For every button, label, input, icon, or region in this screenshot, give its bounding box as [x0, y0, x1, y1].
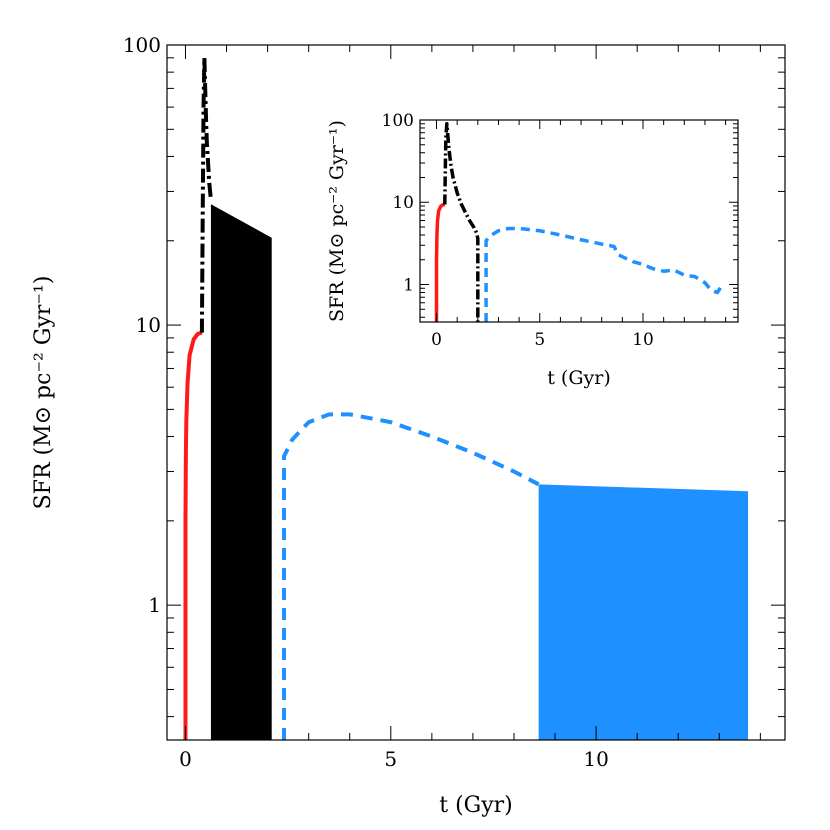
x-tick-label: 0 — [179, 747, 192, 771]
y-tick-label: 100 — [123, 33, 161, 57]
series-group — [183, 55, 749, 740]
y-axis-label: SFR (M⊙ pc⁻² Gyr⁻¹) — [326, 120, 348, 322]
x-tick-label: 5 — [534, 330, 545, 350]
y-tick-label: 10 — [136, 313, 161, 337]
x-tick-label: 5 — [384, 747, 397, 771]
x-tick-label: 10 — [632, 330, 654, 350]
x-tick-label: 10 — [583, 747, 608, 771]
y-tick-label: 100 — [382, 111, 414, 131]
series-0-line — [434, 202, 446, 322]
ticks — [167, 44, 785, 740]
y-tick-label: 1 — [403, 275, 414, 295]
plot-frame — [166, 44, 786, 741]
y-axis-label: SFR (M⊙ pc⁻² Gyr⁻¹) — [31, 276, 56, 510]
series-group — [434, 122, 723, 322]
series-1-line — [199, 55, 213, 333]
inset-panel: 0 5 10 1 10 100 t (Gyr) SFR (M⊙ pc⁻² Gyr⁻¹) — [326, 111, 739, 389]
series-3-line — [282, 412, 540, 740]
series-1-line — [443, 122, 480, 322]
plot-area — [420, 120, 738, 322]
x-axis-label: t (Gyr) — [547, 367, 611, 389]
plot-frame — [419, 119, 739, 323]
series-4-band — [538, 484, 749, 740]
y-tick-label: 1 — [148, 593, 161, 617]
y-tick-label: 10 — [392, 193, 414, 213]
x-axis-label: t (Gyr) — [439, 793, 513, 818]
x-tick-label: 0 — [431, 330, 442, 350]
series-0-line — [183, 330, 203, 740]
ticks — [420, 119, 738, 322]
series-2-band — [210, 204, 272, 740]
